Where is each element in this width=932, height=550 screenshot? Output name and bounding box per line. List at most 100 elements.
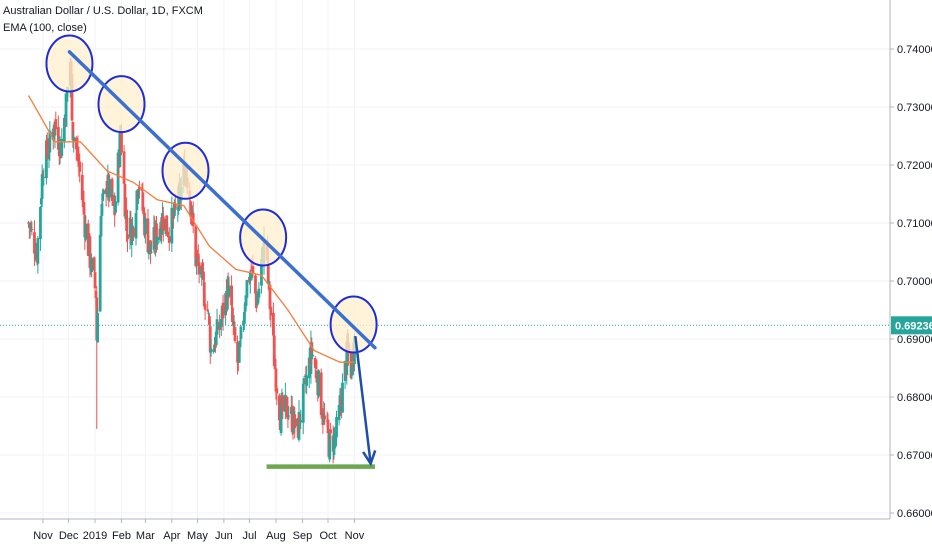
candle-body [120, 131, 123, 153]
chart-legend: Australian Dollar / U.S. Dollar, 1D, FXC… [3, 3, 203, 37]
candle-body [202, 282, 206, 307]
candle-body [328, 430, 332, 460]
candle-body [29, 226, 33, 229]
candle-body [195, 256, 198, 265]
candle-body [245, 280, 249, 298]
candle-body [305, 375, 309, 386]
candle-body [165, 215, 169, 233]
candle-body [135, 190, 139, 211]
candle-body [298, 414, 302, 425]
candle-body [231, 307, 234, 322]
candle-body [147, 246, 151, 254]
candle-body [46, 156, 50, 158]
candle-body [202, 271, 205, 281]
candle-body [251, 266, 255, 274]
candle-body [71, 121, 75, 141]
candle-body [36, 238, 40, 264]
candle-body [45, 140, 48, 179]
candle-body [279, 401, 283, 434]
candle-body [81, 200, 85, 202]
candle-body [238, 340, 242, 348]
candle-body [203, 303, 207, 310]
candle-body [110, 178, 114, 201]
candle-body [94, 291, 98, 299]
time-axis-bg [0, 519, 932, 550]
x-tick-label: Nov [33, 530, 53, 542]
candle-body [84, 223, 88, 240]
highlight-circle [45, 34, 94, 93]
candle-body [329, 429, 332, 434]
candle-body [166, 231, 169, 236]
candle-body [221, 302, 225, 319]
candle-body [100, 203, 104, 217]
candle-body [297, 412, 301, 440]
candle-body [290, 405, 294, 433]
candle-body [243, 304, 247, 312]
price-axis-bg [890, 0, 932, 550]
candle-body [311, 354, 315, 357]
candle-body [248, 273, 252, 281]
candle-body [78, 161, 82, 172]
candle-body [131, 225, 134, 228]
candle-body [255, 303, 259, 306]
candle-body [70, 74, 74, 121]
candle-body [62, 117, 66, 143]
candle-body [214, 331, 218, 346]
candle-body [72, 137, 76, 142]
candle-body [56, 127, 60, 150]
candle-body [242, 311, 246, 324]
candle-body [269, 306, 273, 316]
candle-body [27, 223, 31, 228]
candle-body [351, 353, 355, 368]
candle-body [170, 207, 174, 244]
candle-body [41, 176, 45, 178]
chart-grid [0, 0, 890, 519]
candle-body [39, 207, 42, 240]
candlestick-series [27, 57, 356, 464]
candle-body [190, 210, 194, 215]
candle-body [268, 284, 272, 310]
candle-body [143, 218, 147, 235]
candle-body [27, 222, 30, 224]
candle-body [76, 146, 80, 162]
candle-body [286, 415, 290, 420]
arrow-head [362, 450, 377, 467]
candle-body [189, 201, 193, 217]
candle-body [155, 223, 158, 246]
candle-body [45, 138, 49, 155]
candle-body [64, 93, 68, 127]
candle-body [42, 176, 46, 178]
candle-body [313, 358, 317, 368]
x-tick-label: Feb [112, 530, 131, 542]
candle-body [54, 119, 58, 130]
candle-body [196, 255, 200, 266]
candle-body [236, 341, 239, 363]
candle-body [207, 316, 211, 325]
candle-body [104, 188, 108, 195]
candle-body [339, 398, 343, 405]
candle-body [341, 382, 344, 413]
candle-body [206, 309, 210, 311]
candle-body [281, 395, 285, 412]
candle-body [275, 388, 279, 394]
candle-body [272, 335, 276, 366]
candle-body [82, 201, 86, 215]
candle-body [299, 420, 303, 422]
candle-body [326, 419, 330, 434]
x-tick-label: 2019 [83, 530, 107, 542]
highlight-circle [161, 141, 210, 200]
candle-body [283, 394, 287, 412]
candle-body [118, 131, 122, 167]
x-tick-label: Mar [136, 530, 155, 542]
candle-body [239, 326, 243, 339]
candle-body [60, 138, 64, 156]
candle-body [142, 211, 146, 213]
